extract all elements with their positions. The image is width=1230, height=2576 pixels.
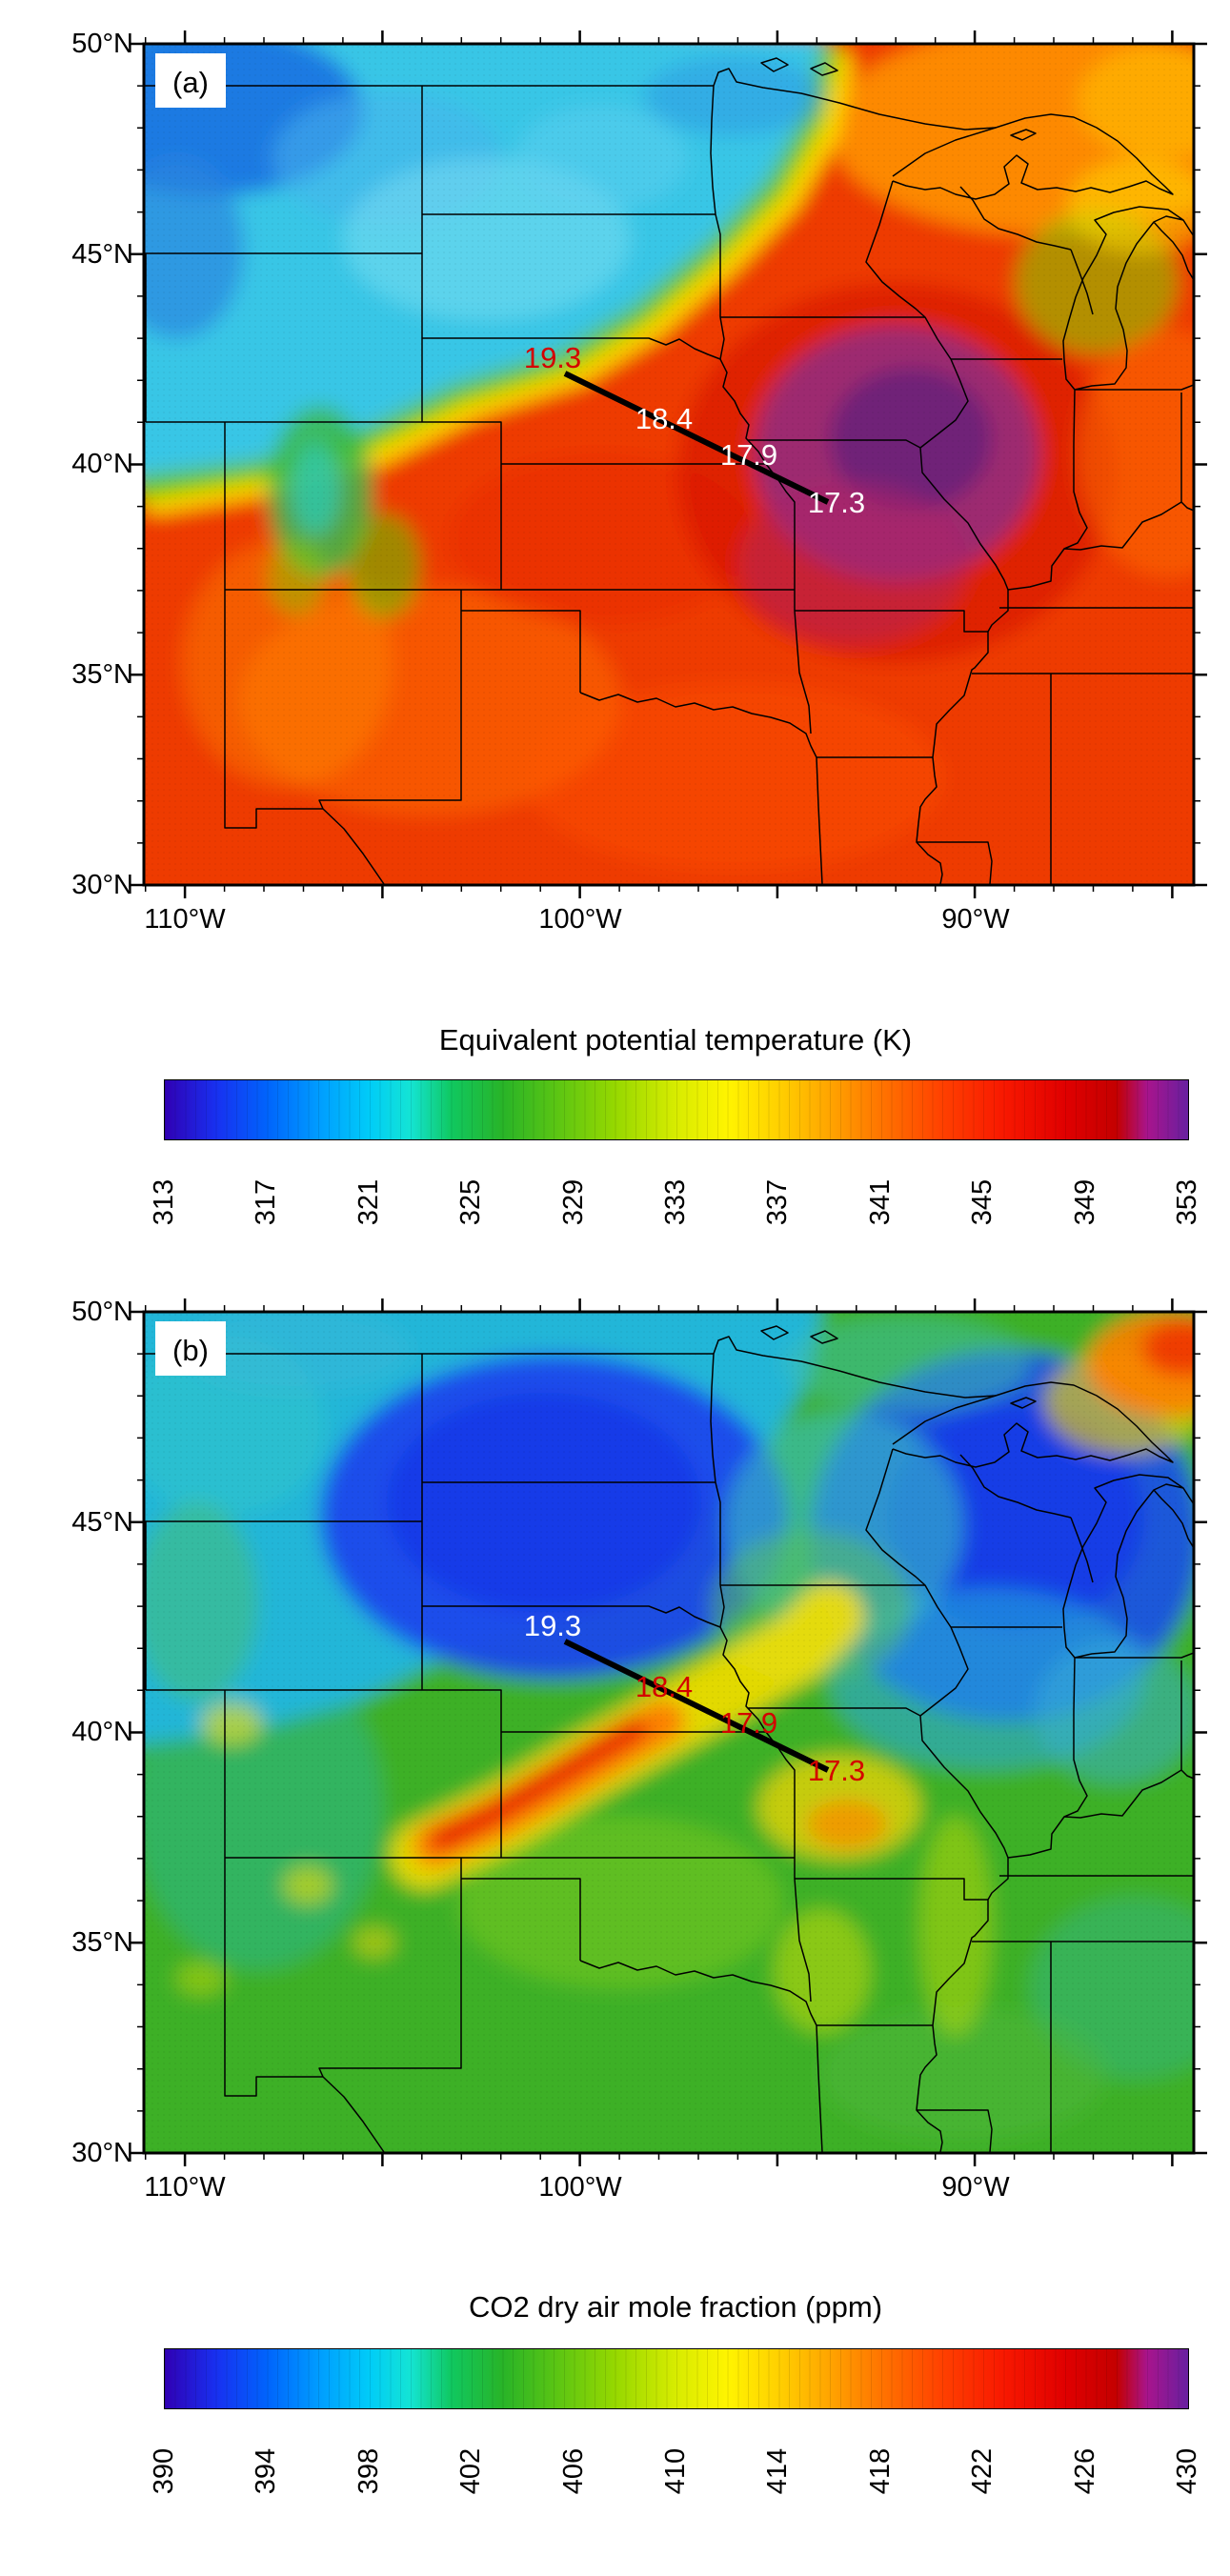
colorbar-a-tick: 317	[251, 1178, 281, 1226]
panel-b-lon-tick-label: 110°W	[144, 2172, 226, 2203]
panel-b-lon-tick-label: 100°W	[538, 2172, 622, 2203]
panel-a-lat-tick-label: 40°N	[71, 449, 133, 479]
colorbar-b-tick: 410	[660, 2447, 691, 2495]
track-time-label: 18.4	[635, 402, 693, 435]
track-time-label: 17.9	[720, 438, 777, 472]
colorbar-b-tick: 398	[353, 2447, 384, 2495]
track-time-label: 17.3	[808, 1754, 865, 1787]
panel-a-lat-tick-label: 50°N	[71, 29, 133, 59]
colorbar-a	[164, 1079, 1189, 1140]
colorbar-b-tick: 406	[558, 2447, 589, 2495]
panel-b-lat-tick-label: 40°N	[71, 1717, 133, 1747]
panel-b-lat-tick-label: 35°N	[71, 1927, 133, 1958]
flight-track-line	[563, 371, 830, 505]
flight-track-b: 19.3 18.4 17.9 17.3	[524, 1609, 865, 1787]
track-time-label: 17.3	[808, 486, 865, 519]
panel-b-lat-tick-label: 30°N	[71, 2138, 133, 2168]
colorbar-a-tick: 349	[1070, 1178, 1100, 1226]
colorbar-b-tick: 426	[1070, 2447, 1100, 2495]
map-a-svg: 19.3 18.4 17.9 17.3 (a)	[131, 30, 1207, 898]
panel-a-lon-tick-label: 110°W	[144, 904, 226, 935]
colorbar-a-tick: 353	[1172, 1178, 1202, 1226]
colorbar-a-tick: 313	[149, 1178, 179, 1226]
colorbar-b-tick: 418	[865, 2447, 896, 2495]
axis-tick-marks	[137, 1305, 1200, 2160]
colorbar-b-tick: 422	[967, 2447, 998, 2495]
panel-a-lat-tick-label: 35°N	[71, 659, 133, 690]
theta-e-field	[144, 44, 1194, 885]
map-b-svg: 19.3 18.4 17.9 17.3 (b)	[131, 1298, 1207, 2166]
map-panel-b: 19.3 18.4 17.9 17.3 (b)	[131, 1298, 1207, 2166]
colorbar-a-tick: 341	[865, 1178, 896, 1226]
panel-b-title: CO2 dry air mole fraction (ppm)	[468, 2290, 883, 2324]
track-time-label: 19.3	[524, 341, 581, 374]
track-time-label: 18.4	[635, 1670, 693, 1703]
panel-letter: (a)	[172, 66, 209, 99]
co2-field	[144, 1312, 1194, 2153]
flight-track-a: 19.3 18.4 17.9 17.3	[524, 341, 865, 519]
panel-b-lon-tick-label: 90°W	[941, 2172, 1010, 2203]
panel-b-lat-tick-label: 45°N	[71, 1507, 133, 1538]
panel-a-lon-tick-label: 90°W	[941, 904, 1010, 935]
colorbar-a-levels	[165, 1080, 1188, 1139]
colorbar-a-tick: 321	[353, 1178, 384, 1226]
colorbar-b-tick: 394	[251, 2447, 281, 2495]
panel-letter: (b)	[172, 1334, 209, 1367]
colorbar-b-tick: 390	[149, 2447, 179, 2495]
panel-letter-box	[155, 1321, 226, 1376]
colorbar-a-tick: 325	[455, 1178, 486, 1226]
axis-tick-marks	[131, 1298, 1207, 2166]
flight-track-line	[563, 1639, 830, 1773]
panel-a-title: Equivalent potential temperature (K)	[438, 1023, 913, 1057]
colorbar-a-tick: 329	[558, 1178, 589, 1226]
map-panel-a: 19.3 18.4 17.9 17.3 (a)	[131, 30, 1207, 898]
colorbar-a-tick: 345	[967, 1178, 998, 1226]
panel-a-lat-tick-label: 30°N	[71, 870, 133, 900]
panel-letter-box	[155, 53, 226, 108]
colorbar-b	[164, 2348, 1189, 2409]
axis-tick-marks	[137, 37, 1200, 892]
axis-tick-marks	[131, 30, 1207, 898]
colorbar-b-tick: 402	[455, 2447, 486, 2495]
colorbar-a-tick: 333	[660, 1178, 691, 1226]
panel-a-lon-tick-label: 100°W	[538, 904, 622, 935]
panel-a-lat-tick-label: 45°N	[71, 239, 133, 270]
track-time-label: 17.9	[720, 1706, 777, 1740]
colorbar-b-tick: 414	[762, 2447, 793, 2495]
colorbar-b-tick: 430	[1172, 2447, 1202, 2495]
panel-b-lat-tick-label: 50°N	[71, 1297, 133, 1327]
colorbar-a-tick: 337	[762, 1178, 793, 1226]
colorbar-b-levels	[165, 2349, 1188, 2408]
track-time-label: 19.3	[524, 1609, 581, 1642]
